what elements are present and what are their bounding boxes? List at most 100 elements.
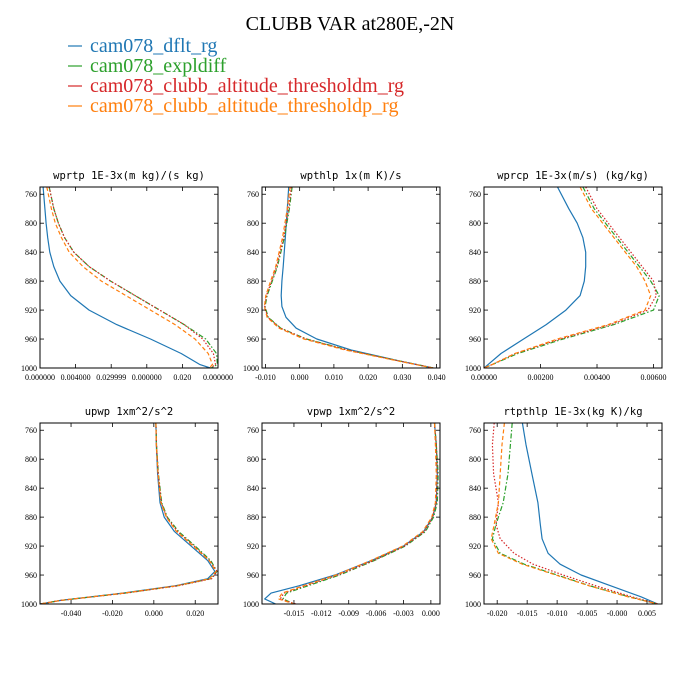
series-line-1-2	[264, 187, 434, 368]
y-tick-label-0-1: 800	[25, 219, 37, 228]
y-tick-label-3-6: 1000	[21, 600, 37, 609]
y-tick-label-4-2: 840	[247, 484, 259, 493]
x-tick-label-5-3: -0.005	[577, 609, 598, 618]
panel-title-4: vpwp 1xm^2/s^2	[307, 406, 396, 418]
series-line-5-3	[490, 423, 658, 604]
x-tick-label-3-0: -0.040	[61, 609, 82, 618]
y-tick-label-3-2: 840	[25, 484, 37, 493]
x-tick-label-0-3: 0.000000	[132, 373, 162, 382]
y-tick-label-4-6: 1000	[243, 600, 259, 609]
x-tick-label-3-1: -0.020	[102, 609, 123, 618]
y-tick-label-0-5: 960	[25, 335, 37, 344]
x-tick-label-4-4: -0.003	[393, 609, 414, 618]
x-tick-label-4-2: -0.009	[338, 609, 359, 618]
y-tick-label-1-5: 960	[247, 335, 259, 344]
y-tick-label-2-2: 840	[469, 248, 481, 257]
y-tick-label-2-3: 880	[469, 277, 481, 286]
panel-frame-4	[261, 422, 441, 605]
panel-2: wprcp 1E-3x(m/s) (kg/kg) 760 800 840 880 920 9…	[465, 170, 667, 382]
panel-frame-1	[261, 186, 441, 369]
x-tick-label-5-2: -0.010	[547, 609, 568, 618]
series-group-1	[263, 187, 434, 368]
y-tick-label-0-3: 880	[25, 277, 37, 286]
series-line-4-2	[279, 423, 438, 604]
x-tick-label-5-0: -0.020	[487, 609, 508, 618]
series-line-2-2	[484, 187, 657, 368]
chart-panels: wprtp 1E-3x(m kg)/(s kg) 760 800 840 880 920 9…	[21, 170, 667, 618]
y-tick-label-5-2: 840	[469, 484, 481, 493]
y-tick-label-3-4: 920	[25, 542, 37, 551]
series-group-2	[484, 187, 660, 368]
y-tick-label-1-6: 1000	[243, 364, 259, 373]
series-line-1-1	[264, 187, 434, 368]
x-tick-label-4-1: -0.012	[311, 609, 332, 618]
y-tick-label-1-2: 840	[247, 248, 259, 257]
x-tick-label-3-3: 0.020	[186, 609, 204, 618]
figure-title: CLUBB VAR at280E,-2N	[246, 13, 455, 35]
panel-frame-5	[483, 422, 663, 605]
x-tick-label-4-5: 0.000	[422, 609, 440, 618]
x-tick-label-0-4: 0.020	[173, 373, 191, 382]
legend-label-0: cam078_dflt_rg	[90, 35, 217, 57]
x-tick-label-0-5: 0.000000	[203, 373, 233, 382]
y-tick-label-4-3: 880	[247, 513, 259, 522]
panel-frame-2	[483, 186, 663, 369]
y-tick-label-1-1: 800	[247, 219, 259, 228]
panel-frame-3	[39, 422, 219, 605]
series-line-3-1	[40, 423, 218, 604]
series-line-4-1	[282, 423, 439, 604]
x-tick-label-2-0: 0.00000	[471, 373, 497, 382]
series-line-2-0	[484, 187, 587, 368]
series-group-4	[264, 423, 439, 604]
series-line-3-3	[40, 423, 217, 604]
y-tick-label-1-3: 880	[247, 277, 259, 286]
x-tick-label-1-1: 0.000	[291, 373, 309, 382]
y-tick-label-3-0: 760	[25, 426, 37, 435]
series-line-2-1	[484, 187, 660, 368]
series-line-0-0	[42, 187, 211, 368]
y-tick-label-2-6: 1000	[465, 364, 481, 373]
series-group-3	[40, 423, 218, 604]
panel-title-0: wprtp 1E-3x(m kg)/(s kg)	[53, 170, 205, 182]
y-tick-label-3-3: 880	[25, 513, 37, 522]
x-tick-label-2-2: 0.00400	[584, 373, 610, 382]
series-line-3-2	[40, 423, 218, 604]
series-line-3-0	[40, 423, 216, 604]
legend-label-1: cam078_expldiff	[90, 55, 227, 77]
x-tick-label-3-2: 0.000	[145, 609, 163, 618]
x-tick-label-0-1: 0.004000	[61, 373, 91, 382]
series-group-5	[490, 423, 659, 604]
y-tick-label-5-3: 880	[469, 513, 481, 522]
x-tick-label-5-5: 0.005	[638, 609, 656, 618]
panel-title-3: upwp 1xm^2/s^2	[85, 406, 174, 418]
y-tick-label-2-0: 760	[469, 190, 481, 199]
x-tick-label-0-0: 0.000000	[25, 373, 55, 382]
panel-0: wprtp 1E-3x(m kg)/(s kg) 760 800 840 880 920 9…	[21, 170, 233, 382]
x-tick-label-1-3: 0.020	[359, 373, 377, 382]
y-tick-label-0-6: 1000	[21, 364, 37, 373]
legend-label-3: cam078_clubb_altitude_thresholdp_rg	[90, 95, 398, 117]
y-tick-label-5-4: 920	[469, 542, 481, 551]
x-tick-label-4-0: -0.015	[284, 609, 305, 618]
y-tick-label-1-4: 920	[247, 306, 259, 315]
y-tick-label-5-1: 800	[469, 455, 481, 464]
panel-5: rtpthlp 1E-3x(kg K)/kg 760 800 840 880 920 960…	[465, 406, 663, 618]
y-tick-label-1-0: 760	[247, 190, 259, 199]
x-tick-label-1-5: 0.040	[428, 373, 446, 382]
series-line-5-0	[521, 423, 659, 604]
series-line-5-2	[491, 423, 658, 604]
x-tick-label-0-2: 0.029999	[96, 373, 126, 382]
y-tick-label-4-1: 800	[247, 455, 259, 464]
panel-title-2: wprcp 1E-3x(m/s) (kg/kg)	[497, 170, 649, 182]
y-tick-label-0-4: 920	[25, 306, 37, 315]
y-tick-label-0-2: 840	[25, 248, 37, 257]
y-tick-label-4-5: 960	[247, 571, 259, 580]
panel-1: wpthlp 1x(m K)/s 760 800 840 880 920 960 1000-0…	[243, 170, 446, 382]
series-line-2-3	[484, 187, 652, 368]
panel-frame-0	[39, 186, 219, 369]
series-line-0-2	[48, 187, 217, 368]
y-tick-label-5-0: 760	[469, 426, 481, 435]
y-tick-label-4-0: 760	[247, 426, 259, 435]
